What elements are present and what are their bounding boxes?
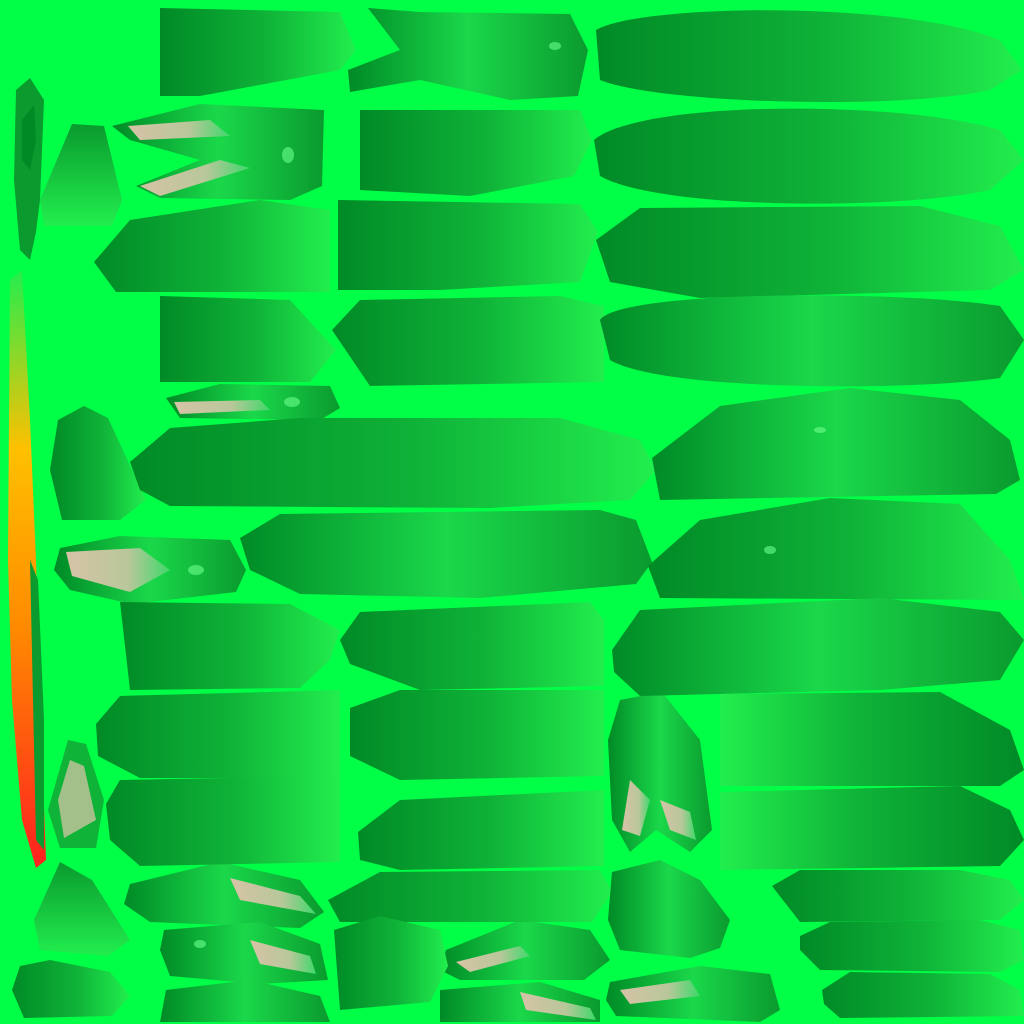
stem-strip [8, 78, 46, 868]
vein-leaf-pieces [54, 104, 780, 1022]
long-leaf-pieces [94, 8, 1024, 1018]
leaf-highlights [188, 42, 826, 948]
leaf-bud-pieces [12, 124, 146, 1018]
